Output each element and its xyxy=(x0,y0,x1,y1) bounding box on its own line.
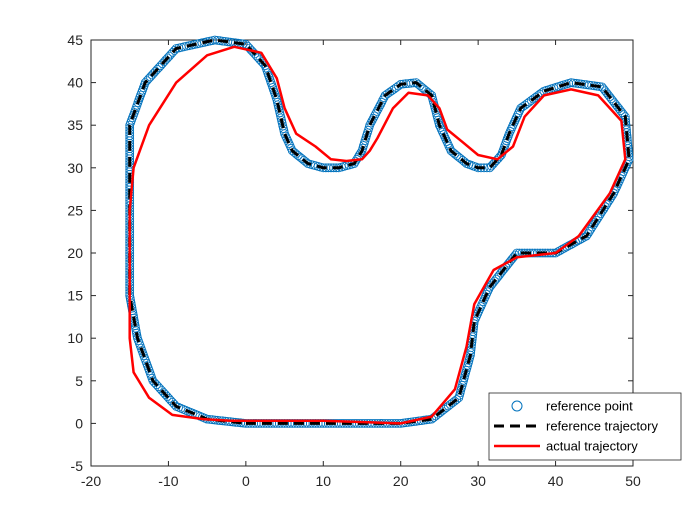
reference-point-marker xyxy=(353,152,363,162)
reference-point-marker xyxy=(590,218,600,227)
legend-entry: reference point xyxy=(511,399,633,414)
reference-point-marker xyxy=(484,285,494,294)
legend-entry: actual trajectory xyxy=(494,439,638,454)
reference-point-marker xyxy=(593,213,603,223)
x-tick-label: -20 xyxy=(81,473,101,489)
y-tick: 40 xyxy=(67,75,633,91)
reference-point-marker xyxy=(474,306,484,316)
reference-point-marker xyxy=(376,100,385,109)
y-tick-label: 35 xyxy=(67,117,83,133)
reference-point-marker xyxy=(582,231,591,241)
y-tick: 35 xyxy=(67,117,633,133)
x-tick-label: 30 xyxy=(470,473,486,489)
x-tick-label: 40 xyxy=(548,473,564,489)
y-tick-label: 45 xyxy=(67,32,83,48)
y-tick-label: 30 xyxy=(67,160,83,176)
reference-point-marker xyxy=(480,292,490,302)
reference-point-marker xyxy=(477,299,487,309)
reference-point-marker xyxy=(389,84,399,94)
reference-point-marker xyxy=(282,134,292,144)
reference-point-marker xyxy=(577,233,587,243)
reference-point-marker xyxy=(379,93,389,103)
reference-point-marker xyxy=(372,107,382,116)
legend-entry: reference trajectory xyxy=(494,419,658,434)
x-tick: 30 xyxy=(470,40,486,489)
reference-point-marker xyxy=(377,97,387,107)
reference-point-marker xyxy=(387,86,397,95)
reference-point-marker xyxy=(378,95,388,105)
y-tick: 10 xyxy=(67,330,633,346)
reference-point-marker xyxy=(374,102,384,112)
reference-point-marker xyxy=(589,220,599,230)
y-tick-label: 10 xyxy=(67,330,83,346)
reference-point-marker xyxy=(555,246,565,256)
reference-point-marker xyxy=(599,84,608,94)
y-tick: 30 xyxy=(67,160,633,176)
reference-point-marker xyxy=(478,297,488,307)
x-tick-label: 10 xyxy=(315,473,331,489)
y-tick-label: 40 xyxy=(67,75,83,91)
reference-point-marker xyxy=(370,111,379,121)
reference-point-marker xyxy=(385,87,395,97)
reference-point-marker xyxy=(485,163,495,173)
reference-point-marker xyxy=(283,136,293,146)
reference-point-marker xyxy=(391,83,401,92)
series-reference-trajectory xyxy=(128,38,631,425)
series-actual-trajectory xyxy=(128,45,627,425)
y-tick: -5 xyxy=(71,458,633,474)
y-tick: 25 xyxy=(67,202,633,218)
reference-point-marker xyxy=(380,91,390,100)
reference-point-marker xyxy=(595,211,604,221)
reference-point-marker xyxy=(142,76,152,86)
y-tick-label: 25 xyxy=(67,202,83,218)
reference-point-marker xyxy=(557,244,567,254)
reference-point-marker xyxy=(356,148,366,158)
reference-point-marker xyxy=(583,229,593,239)
legend-swatch xyxy=(511,400,523,412)
y-tick-label: 15 xyxy=(67,288,83,304)
legend-label: reference trajectory xyxy=(546,419,658,434)
plot-area xyxy=(125,35,634,428)
x-tick: -10 xyxy=(158,40,179,489)
reference-point-marker xyxy=(475,304,485,314)
legend-label: actual trajectory xyxy=(546,439,638,454)
reference-point-marker xyxy=(368,113,378,123)
x-tick: 20 xyxy=(393,40,409,489)
x-tick-label: -10 xyxy=(158,473,178,489)
x-tick-label: 50 xyxy=(625,473,641,489)
reference-point-marker xyxy=(585,227,594,236)
y-tick-label: 5 xyxy=(75,373,83,389)
reference-point-marker xyxy=(483,287,492,297)
reference-point-marker xyxy=(373,104,383,114)
reference-point-marker xyxy=(586,224,596,234)
y-tick-label: -5 xyxy=(71,458,84,474)
x-axis-ticks: -20 -10 0 10 20 30 40 50 xyxy=(81,40,641,489)
x-tick: 50 xyxy=(625,40,641,489)
reference-point-marker xyxy=(592,215,601,225)
y-tick: 45 xyxy=(67,32,633,48)
x-tick: -20 xyxy=(81,40,101,489)
x-tick: 40 xyxy=(548,40,564,489)
reference-point-marker xyxy=(587,222,597,232)
reference-point-marker xyxy=(371,109,381,119)
reference-point-marker xyxy=(367,116,377,125)
y-tick: 20 xyxy=(67,245,633,261)
x-tick-label: 20 xyxy=(393,473,409,489)
y-tick: 15 xyxy=(67,288,633,304)
reference-point-marker xyxy=(286,143,296,153)
legend-box xyxy=(488,392,682,461)
legend: reference point reference trajectory actua… xyxy=(488,392,682,461)
x-tick: 10 xyxy=(315,40,331,489)
y-tick-label: 20 xyxy=(67,245,83,261)
x-tick-label: 0 xyxy=(242,473,250,489)
reference-point-marker xyxy=(285,141,295,151)
reference-point-marker xyxy=(394,81,403,91)
reference-point-marker xyxy=(596,209,606,218)
legend-label: reference point xyxy=(546,399,633,414)
y-axis-ticks: -5 0 5 10 15 20 25 30 35 40 45 xyxy=(67,32,633,474)
y-tick-label: 0 xyxy=(75,415,83,431)
y-tick: 5 xyxy=(75,373,633,389)
